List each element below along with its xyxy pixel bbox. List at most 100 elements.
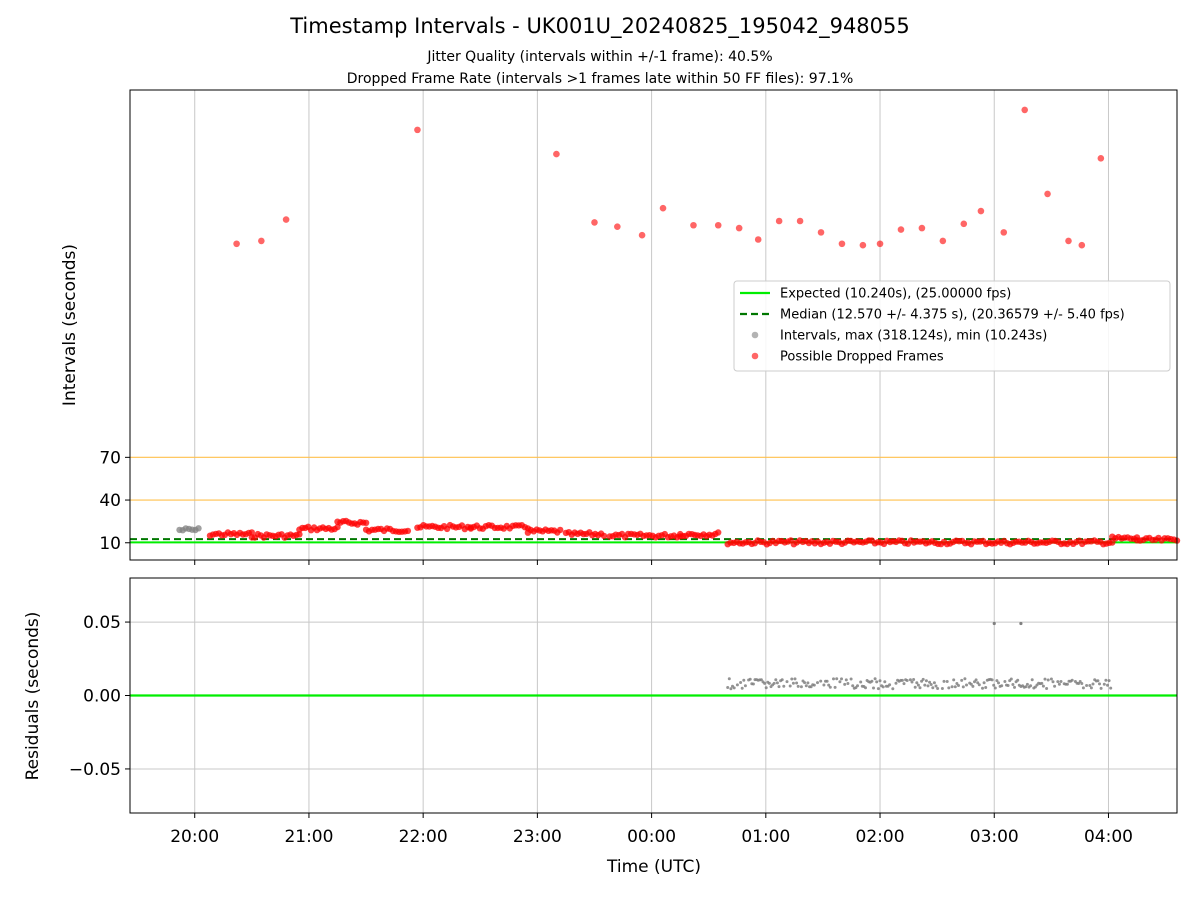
residual-point: [864, 686, 867, 690]
x-tick-label: 04:00: [1084, 827, 1133, 847]
dropped-frame-point: [897, 226, 905, 233]
residual-point: [1106, 683, 1109, 687]
residual-point: [965, 683, 968, 687]
residual-point: [777, 685, 781, 689]
dropped-frame-point: [553, 150, 560, 158]
residual-point: [969, 682, 973, 686]
residual-point: [977, 683, 981, 687]
residual-point: [735, 683, 739, 687]
residual-point: [1016, 678, 1020, 682]
residual-point: [1025, 682, 1029, 686]
residual-point: [1057, 682, 1061, 686]
residual-point: [993, 686, 997, 690]
residual-point: [1089, 686, 1093, 690]
x-tick-label: 21:00: [284, 827, 333, 847]
residual-point: [913, 685, 917, 689]
dropped-frame-point: [258, 237, 265, 245]
time-axis-label: Time (UTC): [606, 857, 701, 877]
residual-point: [729, 687, 733, 691]
dropped-frame-point: [1044, 190, 1051, 198]
residual-point: [785, 680, 789, 684]
residual-point: [957, 684, 960, 687]
dropped-frame-point: [557, 526, 564, 534]
residual-point: [883, 680, 887, 684]
residuals-axis-label: Residuals (seconds): [23, 612, 43, 781]
residual-point: [846, 682, 850, 685]
dropped-frame-point: [754, 236, 762, 243]
dropped-frame-point: [414, 126, 421, 134]
residual-point: [992, 683, 996, 687]
residual-point: [727, 677, 731, 681]
dropped-frame-point: [960, 220, 968, 228]
residual-point: [961, 685, 965, 689]
residual-point: [796, 684, 800, 688]
residual-point: [840, 677, 843, 681]
residual-point: [795, 681, 799, 685]
residual-point: [774, 678, 778, 682]
residual-point: [982, 681, 986, 685]
residual-point: [891, 687, 895, 691]
residual-point: [1033, 685, 1037, 689]
residual-point: [806, 681, 810, 685]
x-tick-label: 02:00: [856, 827, 905, 847]
y-tick-label: 0.00: [83, 687, 121, 707]
residual-point: [1040, 681, 1044, 685]
residual-point: [950, 685, 954, 689]
y-tick-label: 70: [99, 448, 121, 468]
top-plot: 10 40 70: [99, 89, 1181, 565]
axis-labels: Intervals (seconds) Residuals (seconds) …: [23, 244, 701, 877]
legend-swatch: [751, 331, 759, 339]
residual-point: [947, 686, 951, 690]
residual-point: [912, 678, 916, 681]
legend-box: [733, 280, 1171, 372]
legend-label: Possible Dropped Frames: [780, 350, 944, 365]
residual-point: [915, 681, 919, 685]
residual-point: [809, 685, 813, 689]
residual-point: [1056, 680, 1060, 684]
residual-point: [1102, 682, 1106, 686]
residual-point: [945, 680, 949, 683]
residual-point: [929, 683, 933, 686]
dropped-frame-point: [1097, 155, 1105, 162]
residual-point: [1019, 621, 1023, 626]
dropped-frame-point: [775, 217, 783, 225]
residual-point: [1043, 677, 1047, 681]
residual-point: [974, 678, 978, 682]
residual-point: [918, 686, 922, 690]
residual-point: [1006, 684, 1010, 687]
residual-point: [942, 679, 946, 683]
chart-title: Timestamp Intervals - UK001U_20240825_19…: [290, 14, 910, 38]
dropped-frame-point: [735, 224, 743, 232]
residual-point: [931, 686, 935, 690]
dropped-frame-point: [1021, 106, 1029, 114]
x-tick-label: 00:00: [627, 827, 676, 847]
residual-point: [828, 685, 832, 689]
residual-point: [827, 683, 831, 687]
residual-point: [934, 684, 938, 688]
residual-point: [963, 677, 967, 681]
residual-point: [1077, 682, 1081, 685]
residual-point: [849, 677, 853, 681]
residual-point: [743, 684, 747, 688]
residual-point: [1049, 677, 1053, 681]
residual-point: [926, 684, 930, 688]
residual-point: [905, 679, 909, 682]
residual-point: [997, 681, 1000, 685]
residual-point: [726, 686, 730, 689]
residual-point: [971, 684, 975, 688]
residual-point: [1078, 680, 1082, 683]
interval-point: [195, 525, 202, 532]
residual-point: [832, 677, 835, 681]
dropped-frame-point: [404, 527, 412, 535]
residual-point: [1000, 684, 1004, 688]
residual-point: [764, 686, 768, 690]
dropped-frame-point: [714, 221, 722, 229]
residual-point: [819, 679, 823, 683]
residual-point: [936, 687, 940, 690]
residual-point: [960, 678, 964, 682]
residual-point: [788, 684, 792, 688]
residual-point: [780, 678, 784, 682]
residual-point: [825, 679, 829, 683]
dropped-frame-point: [918, 224, 926, 232]
legend-label: Expected (10.240s), (25.00000 fps): [780, 287, 1011, 302]
